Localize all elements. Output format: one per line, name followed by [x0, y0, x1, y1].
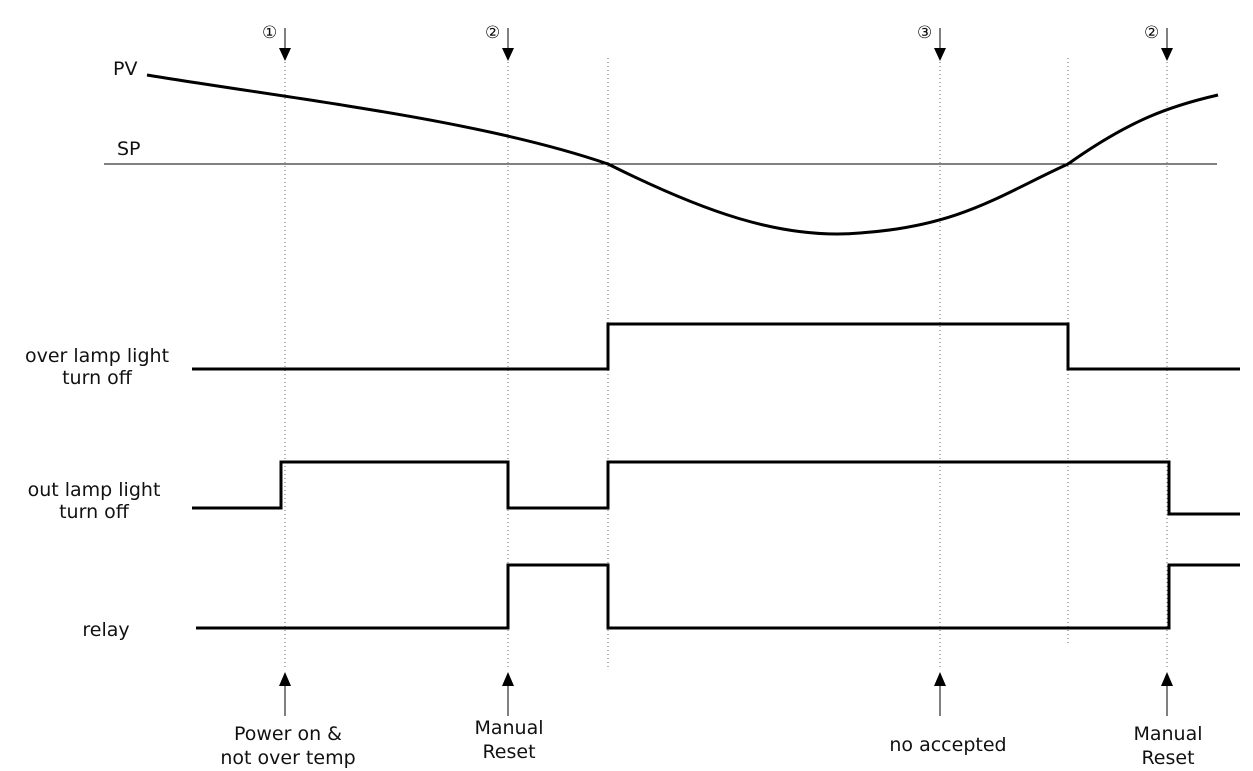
- top-marker-3-arrowhead: [934, 48, 946, 61]
- sp-label: SP: [117, 138, 141, 160]
- signal-out-lamp-label-line1: out lamp light: [28, 479, 161, 501]
- event-2-label-line1: Manual: [474, 717, 543, 739]
- pv-label: PV: [113, 58, 137, 80]
- top-marker-4: ②: [1144, 23, 1173, 61]
- signal-over-lamp-label-line2: turn off: [62, 367, 133, 389]
- top-marker-4-number: ②: [1144, 23, 1159, 43]
- event-2-label-line2: Reset: [482, 741, 535, 763]
- event-3-label: no accepted: [889, 734, 1006, 756]
- event-arrow-2: [502, 672, 514, 716]
- top-marker-3: ③: [917, 23, 946, 61]
- top-marker-3-number: ③: [917, 23, 932, 43]
- top-marker-1: ①: [262, 23, 291, 61]
- signal-relay-label: relay: [82, 619, 129, 641]
- top-marker-2-arrowhead: [502, 48, 514, 61]
- top-marker-1-number: ①: [262, 23, 277, 43]
- top-marker-2: ②: [485, 23, 514, 61]
- pv-curve: [146, 73, 1219, 236]
- event-4-label-line2: Reset: [1141, 747, 1194, 769]
- event-4-label-line1: Manual: [1133, 723, 1202, 745]
- top-marker-2-number: ②: [485, 23, 500, 43]
- relay-waveform: [196, 563, 1240, 630]
- event-arrow-2-arrowhead: [502, 672, 514, 686]
- top-marker-4-arrowhead: [1161, 48, 1173, 61]
- signal-over-lamp-label-line1: over lamp light: [25, 345, 169, 367]
- event-arrow-1-arrowhead: [279, 672, 291, 686]
- top-marker-1-arrowhead: [279, 48, 291, 61]
- event-arrow-3: [934, 672, 946, 716]
- signal-out-lamp-label-line2: turn off: [59, 501, 130, 523]
- event-arrow-4-arrowhead: [1161, 672, 1173, 686]
- event-arrow-1: [279, 672, 291, 716]
- event-1-label-line2: not over temp: [220, 747, 355, 769]
- event-arrow-4: [1161, 672, 1173, 716]
- over-lamp-waveform: [192, 322, 1240, 371]
- event-arrow-3-arrowhead: [934, 672, 946, 686]
- out-lamp-waveform: [192, 460, 1240, 516]
- event-1-label-line1: Power on &: [234, 723, 342, 745]
